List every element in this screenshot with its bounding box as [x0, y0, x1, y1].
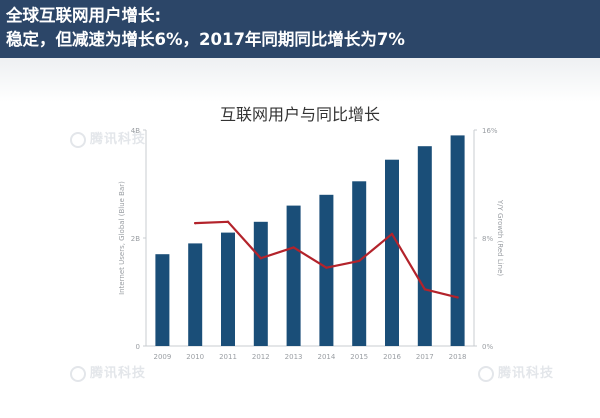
bar-2014	[319, 194, 334, 346]
x-tick-label: 2013	[285, 353, 303, 361]
watermark-top: 腾讯科技	[70, 128, 146, 148]
growth-point-2015	[358, 259, 361, 263]
bar-2013	[286, 205, 301, 346]
x-tick-label: 2016	[383, 353, 401, 361]
x-tick-label: 2014	[317, 353, 335, 361]
bar-2011	[221, 232, 235, 346]
panel-shade	[0, 58, 600, 102]
watermark-text: 腾讯科技	[90, 366, 147, 381]
x-tick-label: 2009	[153, 353, 171, 361]
bar-2010	[188, 243, 203, 346]
watermark-bottom-right: 腾讯科技	[478, 362, 554, 382]
growth-point-2010	[194, 221, 197, 225]
y2-tick-label: 0%	[482, 343, 493, 351]
x-tick-label: 2012	[252, 353, 270, 361]
y-tick-label: 0	[136, 343, 140, 351]
growth-point-2014	[325, 266, 328, 269]
bar-2017	[417, 146, 432, 346]
y2-tick-label: 8%	[482, 235, 493, 243]
watermark-text: 腾讯科技	[498, 366, 555, 381]
x-tick-label: 2010	[186, 353, 204, 361]
chart-title: 互联网用户与同比增长	[220, 105, 380, 124]
header-banner: 全球互联网用户增长: 稳定，但减速为增长6%，2017年同期同比增长为7%	[0, 0, 600, 58]
x-tick-label: 2015	[350, 353, 368, 361]
bar-2009	[155, 254, 170, 346]
y-tick-label: 2B	[131, 235, 140, 243]
y-tick-label: 4B	[131, 127, 140, 135]
bar-2012	[253, 221, 268, 346]
y2-tick-label: 16%	[482, 127, 498, 135]
watermark-text: 腾讯科技	[90, 132, 147, 147]
watermark-bottom-left: 腾讯科技	[70, 362, 146, 382]
y2-axis-label: Y/Y Growth (Red Line)	[496, 199, 504, 277]
bar-2018	[450, 135, 465, 346]
x-tick-label: 2011	[219, 353, 237, 361]
x-tick-label: 2017	[416, 353, 434, 361]
growth-point-2011	[226, 220, 230, 223]
bar-2016	[385, 159, 399, 346]
y-axis-label: Internet Users, Global (Blue Bar)	[118, 181, 126, 295]
watermark-logo-icon	[70, 131, 86, 148]
header-title: 全球互联网用户增长:	[6, 6, 162, 25]
x-tick-label: 2018	[449, 353, 467, 361]
watermark-logo-icon	[478, 365, 494, 382]
growth-point-2018	[456, 296, 459, 299]
header-subtitle: 稳定，但减速为增长6%，2017年同期同比增长为7%	[6, 30, 405, 49]
growth-point-2013	[292, 246, 295, 249]
watermark-logo-icon	[70, 365, 86, 382]
bar-2015	[352, 181, 367, 346]
growth-point-2016	[390, 232, 394, 236]
growth-point-2012	[259, 257, 262, 260]
growth-point-2017	[423, 288, 426, 291]
